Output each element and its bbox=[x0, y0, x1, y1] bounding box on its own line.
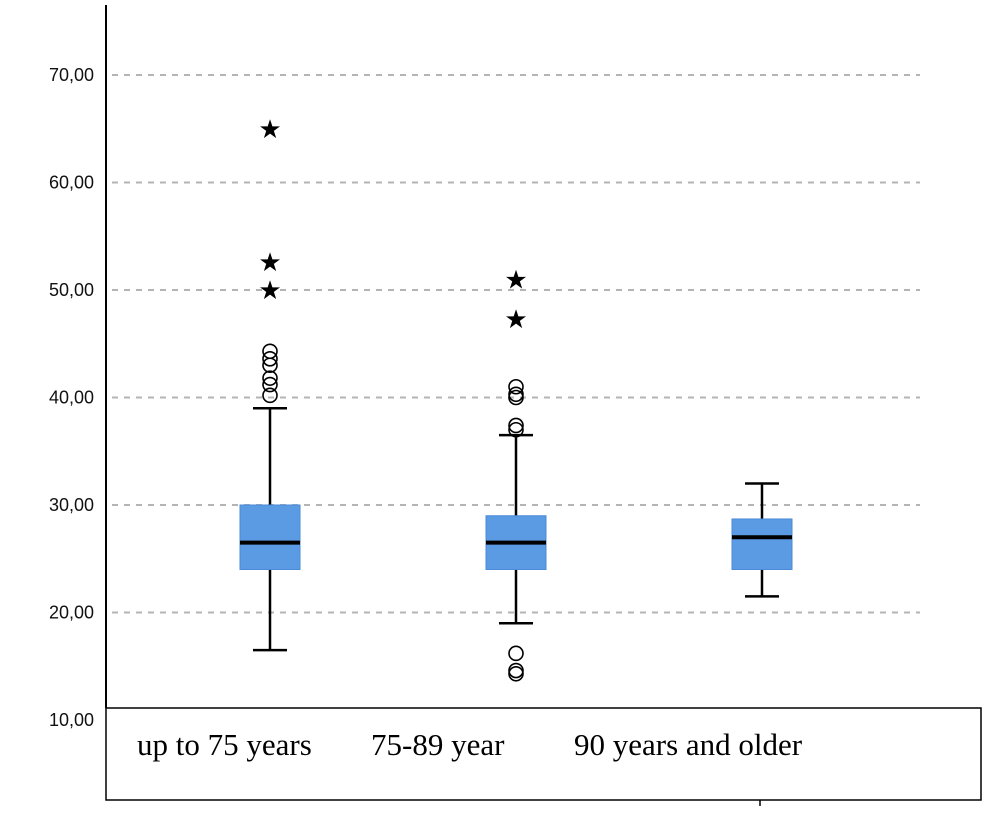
y-tick-label: 70,00 bbox=[49, 65, 94, 85]
y-tick-label: 40,00 bbox=[49, 388, 94, 408]
y-tick-label: 60,00 bbox=[49, 173, 94, 193]
y-axis-ticks: 10,00 20,00 30,00 40,00 50,00 60,00 70,00 bbox=[49, 65, 94, 730]
legend-frame bbox=[105, 707, 982, 801]
category-legend-box: up to 75 years 75-89 year 90 years and o… bbox=[105, 707, 982, 801]
box-group bbox=[731, 482, 793, 598]
extreme-point: ★ bbox=[258, 115, 281, 145]
legend-label-75-89: 75-89 year bbox=[371, 727, 505, 762]
outlier-point bbox=[508, 662, 524, 679]
extreme-point: ★ bbox=[258, 248, 281, 278]
iqr-box bbox=[239, 504, 301, 570]
outlier-point bbox=[262, 370, 278, 386]
outlier-point bbox=[508, 665, 524, 682]
outlier-point bbox=[262, 376, 278, 393]
y-tick-label: 50,00 bbox=[49, 280, 94, 300]
box-group: ★★★ bbox=[239, 115, 301, 652]
outlier-point bbox=[508, 421, 524, 438]
y-tick-label: 10,00 bbox=[49, 710, 94, 730]
legend-label-up-to-75: up to 75 years bbox=[137, 727, 312, 762]
outlier-point bbox=[508, 417, 524, 434]
extreme-point: ★ bbox=[504, 305, 527, 335]
boxes: ★★★★★ bbox=[239, 115, 793, 682]
extreme-point: ★ bbox=[504, 265, 527, 295]
extreme-point: ★ bbox=[258, 276, 281, 306]
outlier-point bbox=[508, 386, 524, 403]
iqr-box bbox=[731, 518, 793, 570]
y-tick-label: 20,00 bbox=[49, 603, 94, 623]
box-group: ★★ bbox=[485, 265, 547, 682]
outlier-point bbox=[262, 343, 278, 360]
outlier-point bbox=[262, 387, 278, 404]
outlier-point bbox=[508, 645, 524, 662]
y-tick-label: 30,00 bbox=[49, 495, 94, 515]
legend-label-90-and-older: 90 years and older bbox=[574, 727, 803, 762]
outlier-point bbox=[262, 350, 278, 367]
outlier-point bbox=[508, 378, 524, 395]
